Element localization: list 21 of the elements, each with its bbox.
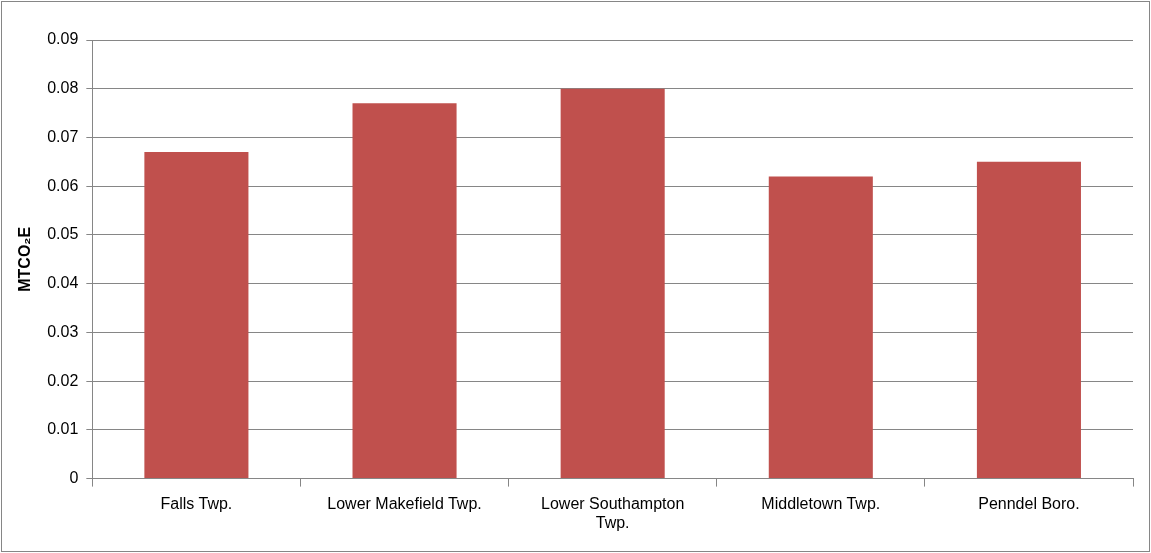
y-tick-label: 0.07 (47, 127, 79, 145)
x-tick-label: Lower Southampton Twp. (541, 494, 685, 531)
y-tick-label: 0.09 (47, 30, 79, 48)
bar (768, 176, 873, 479)
y-tick-label: 0.05 (47, 225, 79, 243)
y-tick-label: 0.01 (47, 420, 79, 438)
y-tick-label: 0.08 (47, 79, 79, 97)
bar (560, 88, 665, 479)
y-tick-label: 0.06 (47, 176, 79, 194)
y-tick-label: 0.03 (47, 322, 79, 340)
x-tick-label: Falls Twp. (160, 494, 233, 512)
bar (352, 103, 457, 479)
x-tick-label: Lower Makefield Twp. (327, 494, 482, 512)
y-axis-title: MTCO₂E (16, 226, 34, 292)
y-tick-label: 0.04 (47, 274, 79, 292)
y-tick-label: 0 (69, 469, 79, 487)
x-tick-label: Penndel Boro. (978, 494, 1080, 512)
x-tick-label: Middletown Twp. (761, 494, 881, 512)
y-tick-label: 0.02 (47, 371, 79, 389)
bar (976, 161, 1081, 479)
bar (144, 152, 249, 479)
